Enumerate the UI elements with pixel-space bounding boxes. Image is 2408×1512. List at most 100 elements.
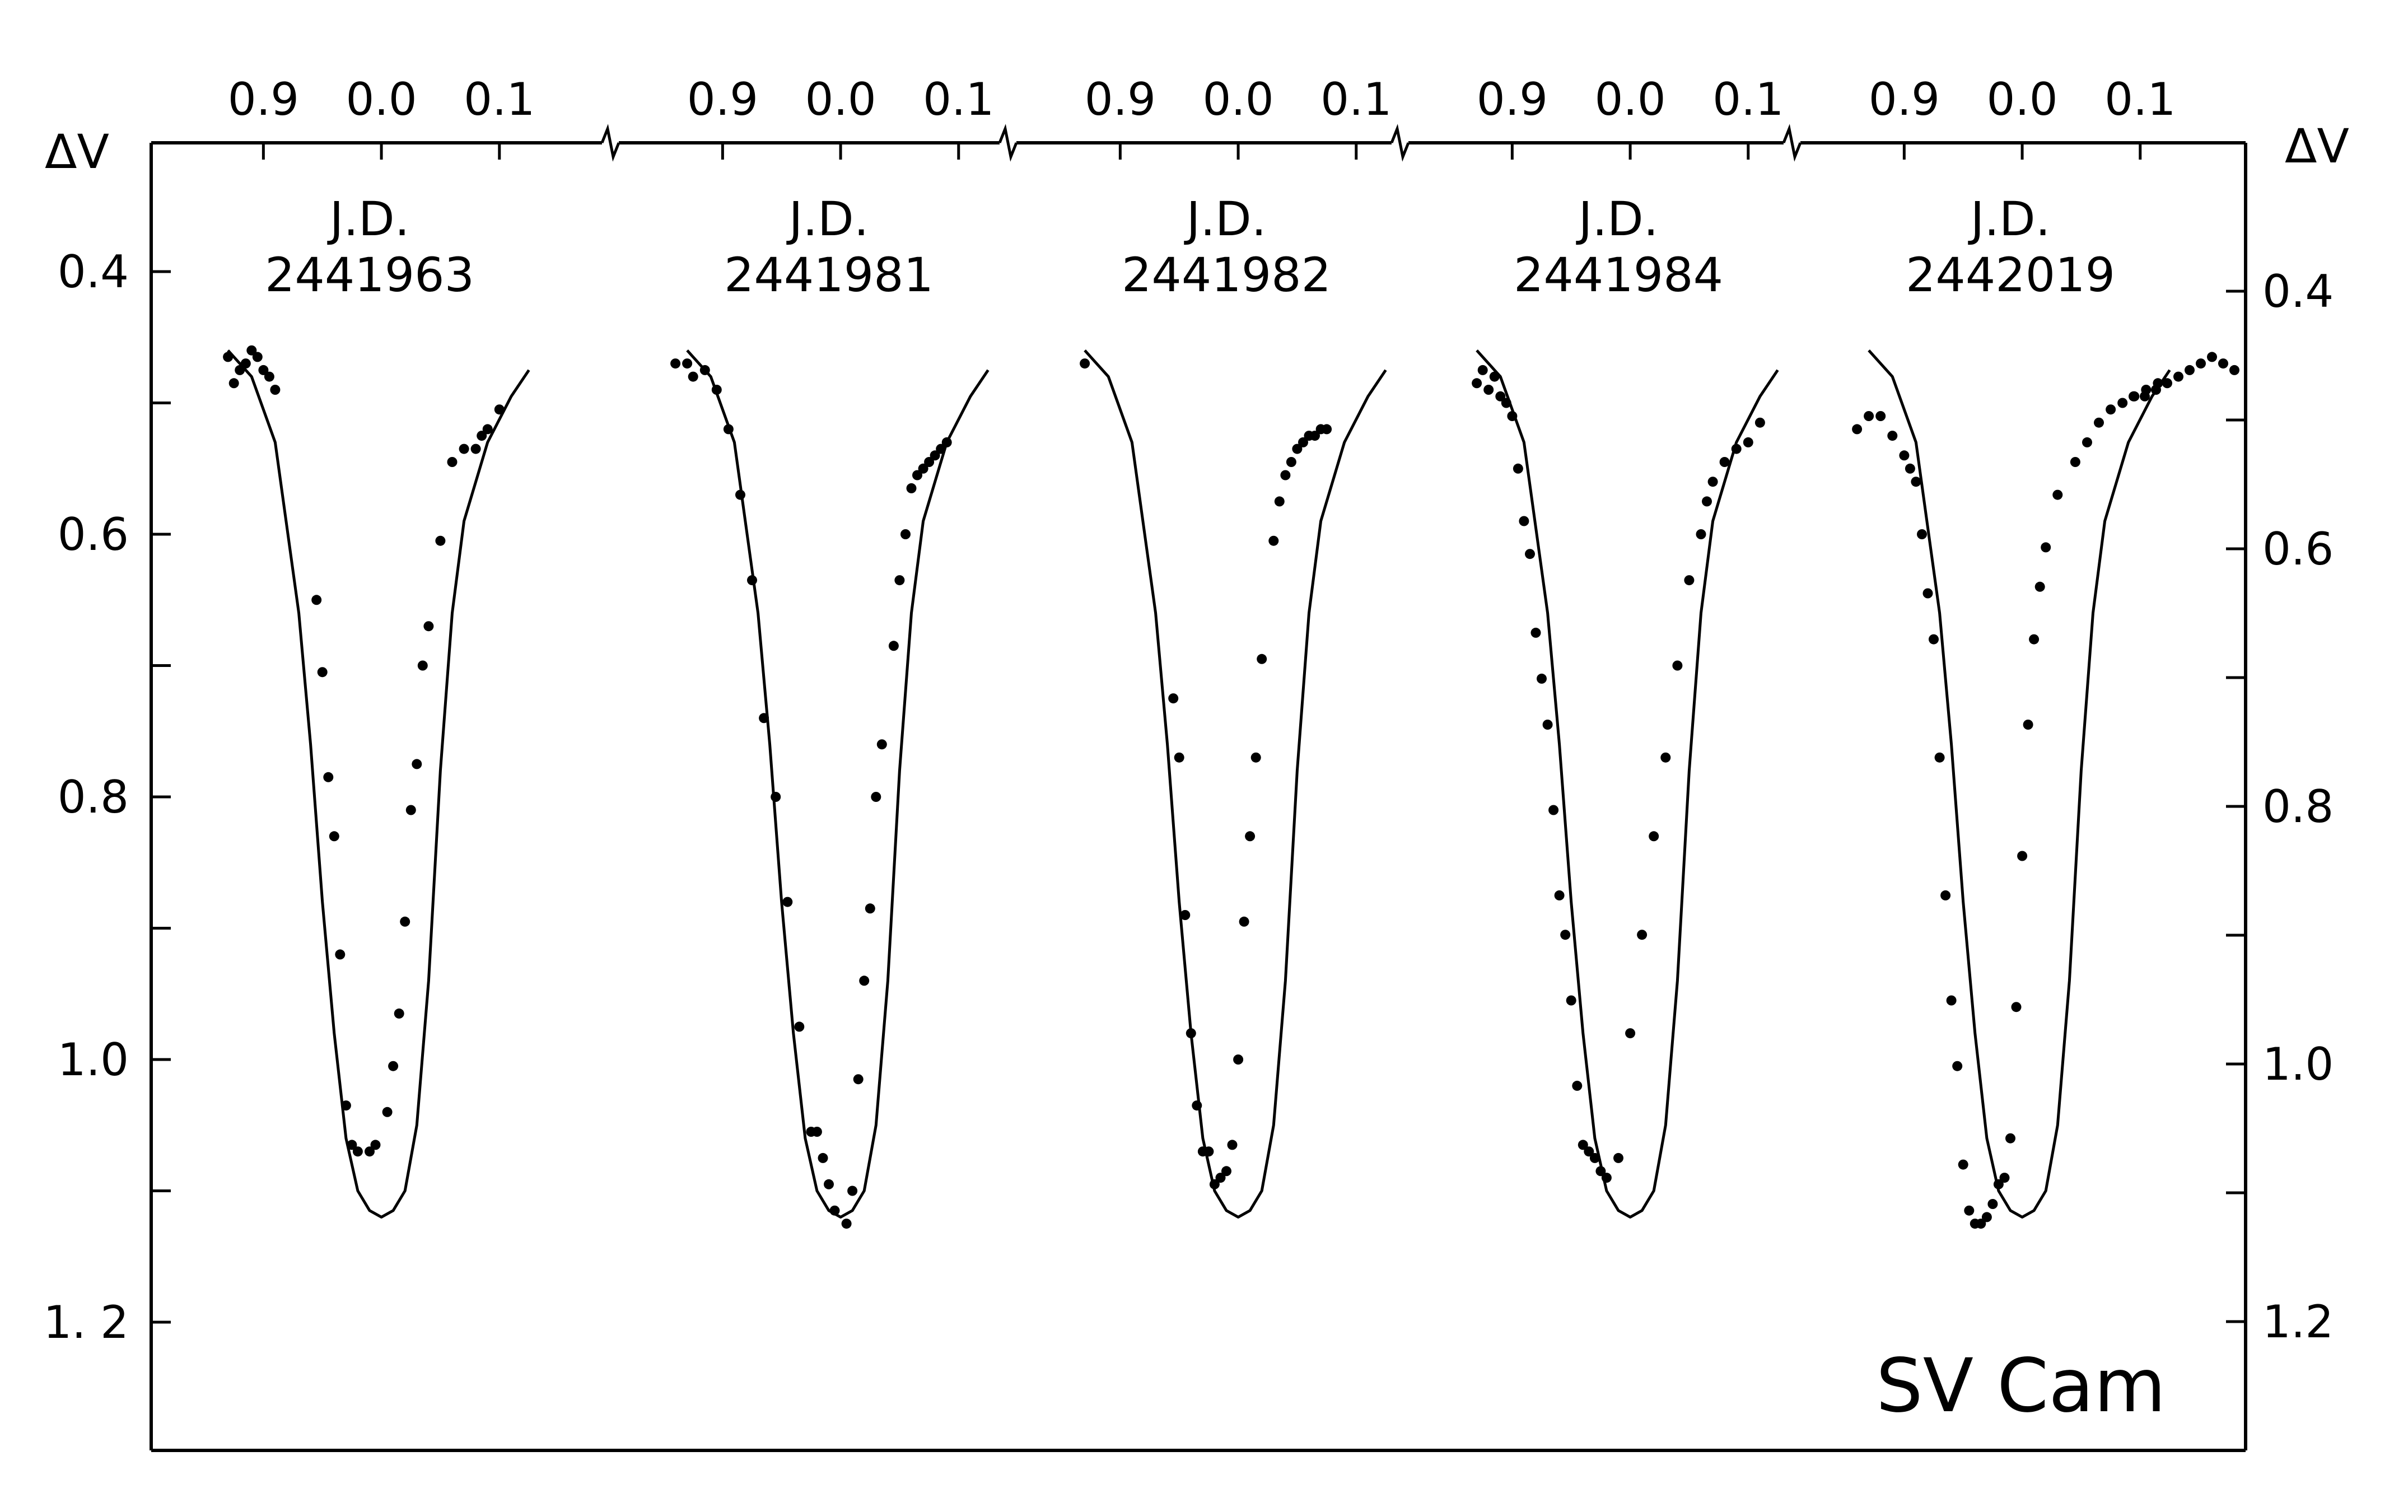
phase-tick-label: 0.9 <box>1869 73 1940 125</box>
data-point <box>794 1021 805 1032</box>
data-point <box>2094 417 2104 428</box>
model-curve <box>686 349 990 1219</box>
data-point <box>246 345 257 356</box>
data-point <box>2207 352 2217 362</box>
data-point <box>865 903 875 914</box>
data-point <box>1472 378 1482 389</box>
phase-tick-label: 0.0 <box>346 73 417 125</box>
data-point <box>859 976 870 986</box>
data-point <box>1566 995 1576 1006</box>
data-point <box>1495 391 1506 402</box>
data-point <box>1245 831 1256 842</box>
data-point <box>1180 910 1191 920</box>
panel-2: 0.9 0.0 0.1 J.D.2441981 <box>670 73 994 1229</box>
data-point <box>1537 673 1547 684</box>
data-point <box>1168 693 1179 704</box>
data-point <box>1731 444 1742 454</box>
data-point <box>1589 1152 1600 1163</box>
data-point <box>1613 1152 1623 1163</box>
data-point <box>841 1219 852 1229</box>
data-point <box>1274 496 1285 507</box>
data-point <box>1322 424 1332 435</box>
data-point <box>1209 1179 1220 1189</box>
data-point <box>1530 627 1541 638</box>
data-point <box>1922 588 1933 599</box>
data-point <box>1572 1080 1583 1091</box>
data-point <box>2129 391 2139 402</box>
data-point <box>1625 1028 1636 1039</box>
data-point <box>1976 1219 1986 1229</box>
data-point <box>906 483 917 493</box>
y-axis-label-right: ΔV <box>2285 119 2349 174</box>
data-point <box>682 358 693 369</box>
y-tick-label-left: 0.6 <box>58 508 129 561</box>
data-point <box>1672 660 1683 671</box>
y-tick-label-right: 0.8 <box>2262 781 2334 833</box>
data-point <box>2218 358 2228 369</box>
data-point <box>1887 431 1898 441</box>
y-tick-label-left: 0.4 <box>58 246 129 298</box>
data-point <box>1595 1166 1606 1177</box>
y-tick-label-right: 0.6 <box>2262 523 2334 575</box>
data-point <box>735 489 745 500</box>
data-point <box>1929 634 1939 645</box>
data-point <box>1257 654 1267 664</box>
left-y-axis: 0.4 0.6 0.8 1.0 1. 2 <box>43 246 171 1348</box>
data-point <box>1203 1146 1214 1157</box>
phase-tick-label: 0.0 <box>1986 73 2057 125</box>
jd-label-line2: 2442019 <box>1906 248 2115 302</box>
data-point <box>2151 385 2161 395</box>
data-point <box>2070 457 2080 467</box>
plot-frame <box>150 143 2247 1452</box>
data-point <box>270 385 281 395</box>
phase-tick-label: 0.1 <box>1320 73 1392 125</box>
data-point <box>1905 463 1915 474</box>
data-point <box>482 424 493 435</box>
data-point <box>924 457 935 467</box>
data-point <box>1660 752 1671 763</box>
data-point <box>1483 385 1494 395</box>
data-point <box>1233 1054 1244 1065</box>
data-point <box>1560 930 1571 940</box>
data-point <box>435 535 446 546</box>
axis-break-mark <box>998 124 1018 162</box>
data-point <box>423 621 434 632</box>
data-point <box>2185 365 2195 375</box>
data-point <box>388 1061 399 1071</box>
data-point <box>1702 496 1712 507</box>
data-point <box>771 792 781 802</box>
data-point <box>888 641 899 651</box>
data-point <box>853 1074 864 1085</box>
y-tick-label-right: 1.2 <box>2262 1296 2334 1348</box>
data-point <box>1578 1140 1588 1150</box>
y-tick-label-left: 1.0 <box>58 1034 129 1086</box>
right-y-axis: 0.4 0.6 0.8 1.0 1.2 <box>2226 265 2334 1348</box>
data-point <box>1911 477 1921 487</box>
data-point <box>1981 1212 1992 1222</box>
data-point <box>1707 477 1718 487</box>
data-point <box>818 1152 828 1163</box>
data-point <box>1852 424 1863 435</box>
y-tick-label-right: 0.4 <box>2262 265 2334 318</box>
data-point <box>711 385 722 395</box>
data-point <box>1993 1179 2004 1189</box>
data-point <box>894 575 905 586</box>
phase-tick-label: 0.9 <box>687 73 758 125</box>
data-point <box>1239 916 1249 927</box>
data-point <box>1964 1205 1975 1216</box>
y-axis-label-left: ΔV <box>45 124 109 179</box>
data-point <box>1192 1100 1202 1111</box>
data-point <box>1649 831 1659 842</box>
data-point <box>1899 450 1910 461</box>
phase-tick-label: 0.0 <box>1202 73 1273 125</box>
data-point <box>1286 457 1296 467</box>
data-point <box>1227 1140 1238 1150</box>
data-point <box>1542 720 1553 730</box>
data-point <box>782 897 793 907</box>
data-point <box>1946 995 1957 1006</box>
data-point <box>1940 890 1951 900</box>
phase-tick-label: 0.1 <box>923 73 994 125</box>
data-point <box>494 404 505 415</box>
data-point <box>811 1127 822 1137</box>
data-point <box>930 450 940 461</box>
